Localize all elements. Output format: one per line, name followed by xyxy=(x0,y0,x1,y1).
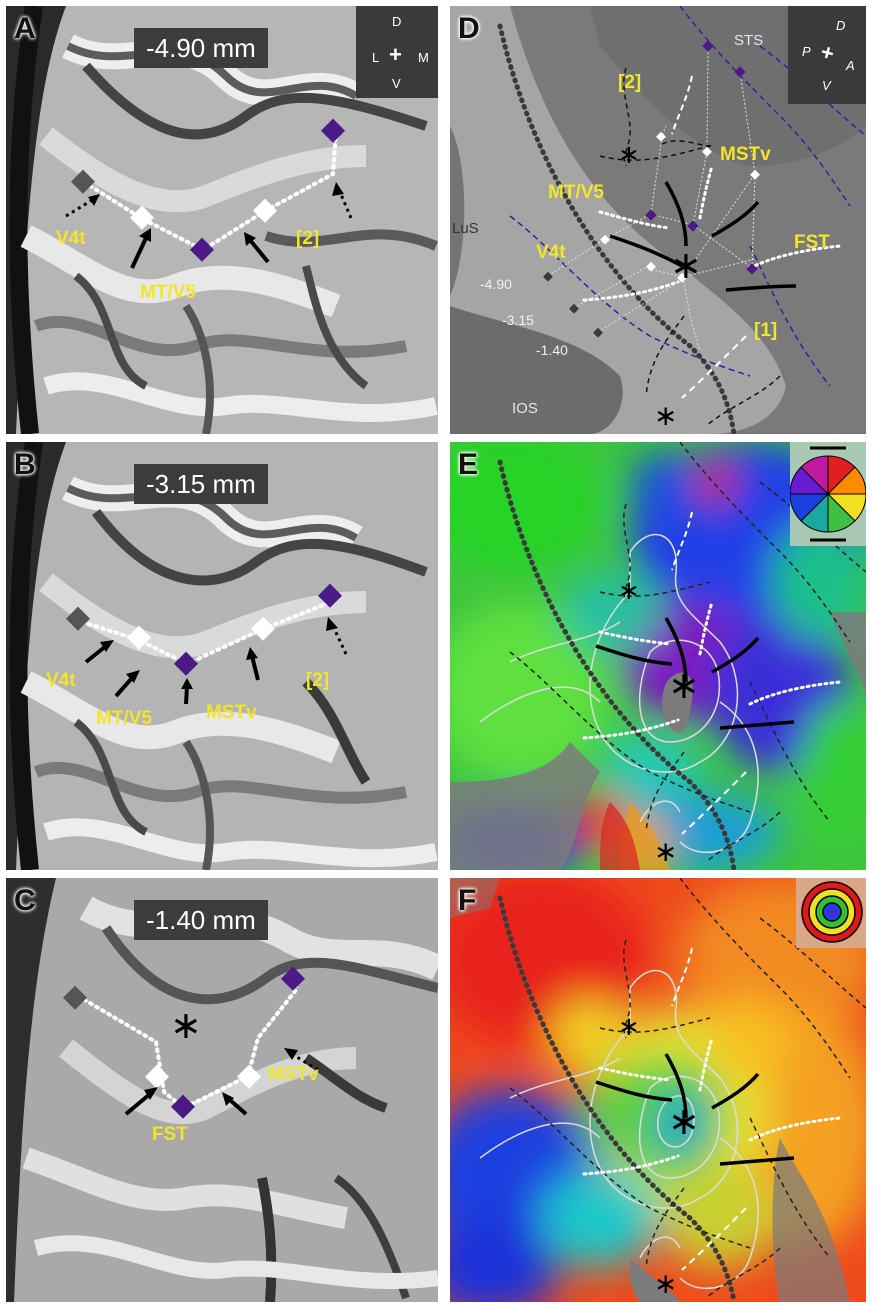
mri-slice-b xyxy=(6,442,438,870)
label-mstv: MSTv xyxy=(206,702,257,723)
label-area-2: [2] xyxy=(618,72,642,93)
label-fst: FST xyxy=(794,232,830,253)
panel-b: B -3.15 mm V4t MT/V5 MSTv [2] xyxy=(6,442,438,870)
panel-letter-f: F xyxy=(458,884,477,917)
ventral-label: V xyxy=(392,76,401,91)
asterisk-marker: ∗ xyxy=(170,1003,202,1047)
asterisk-marker: ∗ xyxy=(654,1267,678,1300)
slice-level-1: -4.90 xyxy=(480,276,512,292)
asterisk-marker: ∗ xyxy=(668,1099,700,1143)
sulcus-lus: LuS xyxy=(452,220,479,237)
label-mstv: MSTv xyxy=(268,1064,319,1085)
eccentricity-rings-icon xyxy=(796,878,866,948)
slice-depth-a: -4.90 mm xyxy=(134,28,268,68)
label-area-2: [2] xyxy=(306,670,330,691)
lateral-label: L xyxy=(372,50,380,65)
label-mstv: MSTv xyxy=(720,144,771,165)
dorsal-label: D xyxy=(392,14,402,29)
slice-level-3: -1.40 xyxy=(536,342,568,358)
anterior-label: A xyxy=(846,58,855,73)
asterisk-marker: ∗ xyxy=(654,399,678,432)
ventral-label: V xyxy=(822,78,831,93)
label-v4t: V4t xyxy=(56,228,86,249)
cross-icon: + xyxy=(389,42,402,67)
label-area-1: [1] xyxy=(754,320,778,341)
label-v4t: V4t xyxy=(46,670,76,691)
label-v4t: V4t xyxy=(536,242,566,263)
orientation-indicator: D L + M V xyxy=(356,6,438,98)
slice-depth-c: -1.40 mm xyxy=(134,900,268,940)
asterisk-marker: ∗ xyxy=(654,835,678,868)
posterior-label: P xyxy=(802,44,811,59)
label-mt-v5: MT/V5 xyxy=(140,282,196,303)
panel-e: E ∗ ∗ ∗ xyxy=(450,442,866,870)
asterisk-marker: ∗ xyxy=(668,663,700,707)
dorsal-label: D xyxy=(836,18,846,33)
label-mt-v5: MT/V5 xyxy=(548,182,604,203)
eccentricity-map xyxy=(450,878,866,1302)
sulcus-ios: IOS xyxy=(512,400,538,417)
asterisk-marker: ∗ xyxy=(618,140,640,170)
polar-angle-wheel-icon xyxy=(790,442,866,546)
slice-depth-b: -3.15 mm xyxy=(134,464,268,504)
label-area-2: [2] xyxy=(296,228,320,249)
panel-c: C -1.40 mm ∗ FST MSTv xyxy=(6,878,438,1302)
sulcus-sts: STS xyxy=(734,32,764,49)
cross-icon: + xyxy=(818,38,838,67)
asterisk-marker: ∗ xyxy=(670,243,702,287)
label-mt-v5: MT/V5 xyxy=(96,708,152,729)
mri-slice-c xyxy=(6,878,438,1302)
panel-a: D L + M V A -4.90 mm V4t MT/V5 [2] xyxy=(6,6,438,434)
panel-f: F ∗ ∗ ∗ xyxy=(450,878,866,1302)
panel-letter-b: B xyxy=(14,448,36,481)
medial-label: M xyxy=(418,50,429,65)
orientation-indicator: D P + A V xyxy=(788,6,866,104)
panel-d: D P + A V D STS LuS IOS [2] MSTv MT/V5 V… xyxy=(450,6,866,434)
panel-letter-d: D xyxy=(458,12,480,45)
panel-letter-c: C xyxy=(14,884,36,917)
asterisk-marker: ∗ xyxy=(618,1012,640,1042)
asterisk-marker: ∗ xyxy=(618,576,640,606)
panel-letter-e: E xyxy=(458,448,479,481)
label-fst: FST xyxy=(152,1124,188,1145)
slice-level-2: -3.15 xyxy=(502,312,534,328)
panel-letter-a: A xyxy=(14,12,36,45)
